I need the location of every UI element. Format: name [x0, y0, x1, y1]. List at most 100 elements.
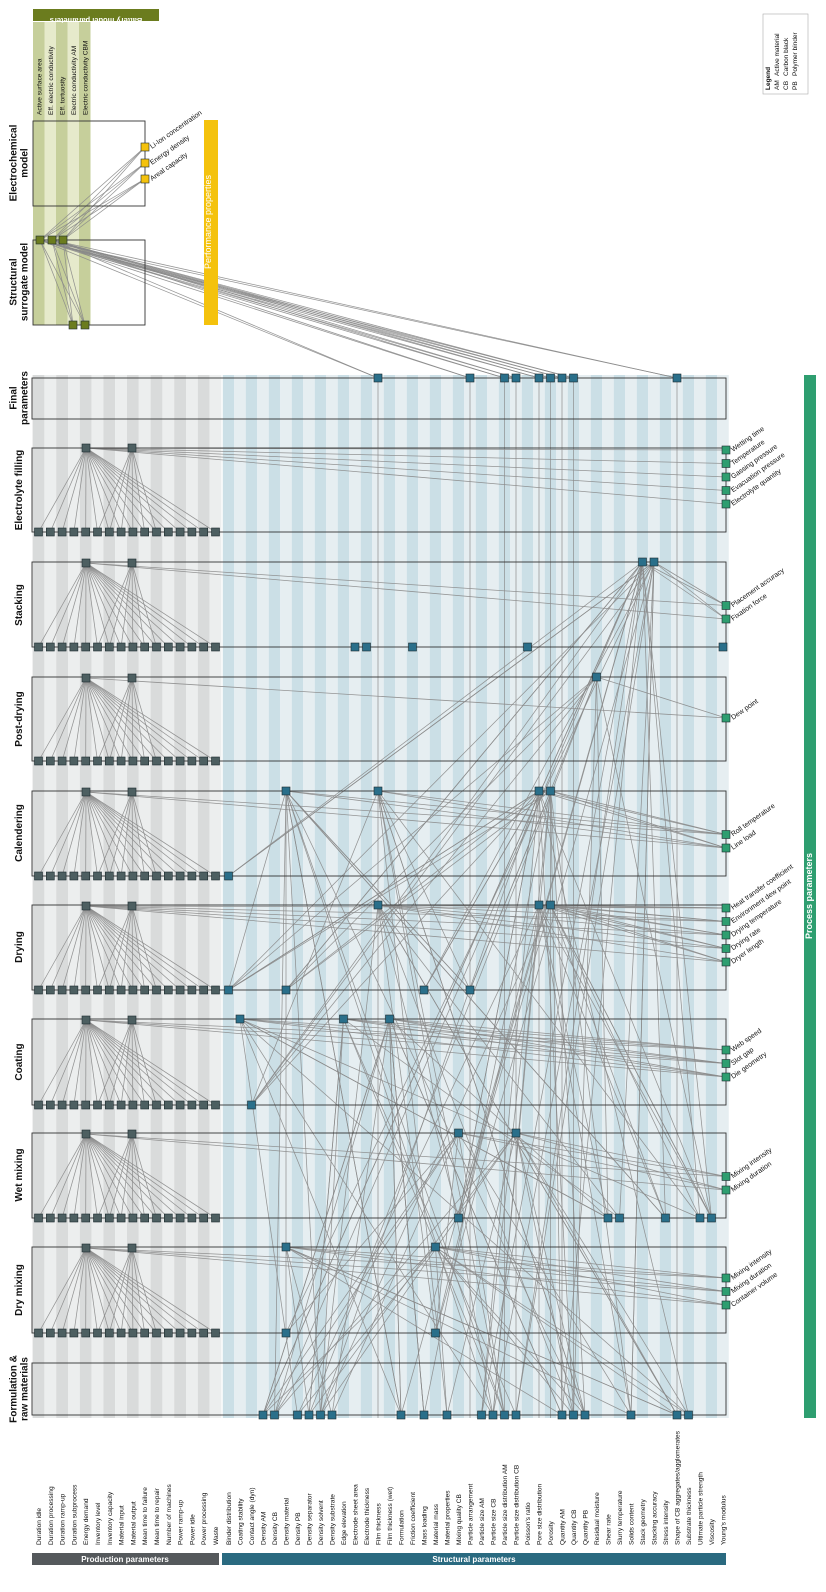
production-parameter-label: Waste — [213, 1526, 220, 1545]
production-node — [58, 1329, 66, 1337]
dependency-edge — [52, 240, 516, 378]
production-parameter-label: Material input — [119, 1505, 126, 1545]
structural-column-stripe — [257, 375, 269, 1418]
production-node — [58, 1101, 66, 1109]
production-node — [94, 986, 102, 994]
production-node — [105, 643, 113, 651]
process-step-label: parameters — [20, 371, 31, 425]
production-node — [129, 757, 137, 765]
production-node — [82, 528, 90, 536]
production-node — [105, 1101, 113, 1109]
structural-node — [501, 1411, 509, 1419]
production-node — [117, 528, 125, 536]
structural-parameter-label: Stacking accuracy — [652, 1491, 659, 1545]
production-node — [141, 1329, 149, 1337]
dependency-edge — [40, 240, 539, 378]
aggregate-node — [82, 1130, 90, 1138]
production-node — [117, 1329, 125, 1337]
production-node — [58, 643, 66, 651]
production-parameter-label: Material output — [130, 1501, 137, 1545]
structural-parameter-label: Electrode thickness — [364, 1487, 371, 1545]
production-node — [35, 757, 43, 765]
performance-node — [141, 143, 149, 151]
production-parameter-label: Duration processing — [48, 1486, 55, 1545]
structural-node — [535, 787, 543, 795]
process-parameter-node — [722, 1186, 730, 1194]
structural-column-stripe — [476, 375, 488, 1418]
structural-parameter-label: Particle size distribution CB — [514, 1464, 521, 1545]
production-node — [153, 1214, 161, 1222]
structural-column-stripe — [602, 375, 614, 1418]
final-parameter-node — [374, 374, 382, 382]
structural-node — [397, 1411, 405, 1419]
process-parameter-node — [722, 931, 730, 939]
production-node — [153, 1101, 161, 1109]
legend-text: Carbon black — [783, 37, 790, 76]
structural-parameter-label: Residual moisture — [594, 1492, 601, 1545]
production-node — [129, 1329, 137, 1337]
process-parameter-node — [722, 958, 730, 966]
structural-node — [259, 1411, 267, 1419]
structural-parameter-label: Substrate thickness — [686, 1487, 693, 1545]
production-parameter-label: Number of machines — [166, 1483, 173, 1545]
structural-node — [363, 643, 371, 651]
structural-header: Structural parameters — [432, 1555, 516, 1564]
production-node — [176, 986, 184, 994]
aggregate-node — [128, 444, 136, 452]
structural-node — [236, 1015, 244, 1023]
final-parameter-node — [673, 374, 681, 382]
structural-column-stripe — [706, 375, 718, 1418]
structural-parameter-label: Quantity PB — [583, 1509, 590, 1545]
production-node — [82, 1214, 90, 1222]
battery-parameter-label: Eff. electric conductivity — [48, 46, 55, 115]
structural-parameter-label: Mixing quality CB — [456, 1493, 463, 1545]
production-node — [117, 1214, 125, 1222]
structural-node — [708, 1214, 716, 1222]
production-node — [70, 872, 78, 880]
production-node — [58, 757, 66, 765]
production-parameter-label: Power idle — [189, 1514, 196, 1545]
structural-parameter-label: Binder distribution — [226, 1492, 233, 1545]
process-step-label: Electrolyte filling — [14, 450, 25, 531]
production-node — [35, 1214, 43, 1222]
structural-parameter-label: Slurry temperature — [617, 1490, 624, 1545]
structural-parameter-label: Material properties — [445, 1490, 452, 1545]
production-node — [129, 872, 137, 880]
structural-node — [604, 1214, 612, 1222]
legend-abbr: CB — [783, 81, 790, 90]
structural-node — [478, 1411, 486, 1419]
process-step-label: Post-drying — [14, 691, 25, 747]
production-node — [117, 872, 125, 880]
structural-parameter-label: Edge elevation — [341, 1501, 348, 1545]
structural-node — [639, 558, 647, 566]
dependency-edge — [40, 240, 551, 378]
legend-text: Polymer binder — [792, 31, 799, 76]
production-node — [117, 986, 125, 994]
battery-parameter-label: Eff. tortuosity — [60, 76, 67, 115]
production-node — [200, 757, 208, 765]
model-label: Structural — [9, 258, 20, 305]
production-node — [58, 1214, 66, 1222]
production-node — [188, 872, 196, 880]
production-node — [94, 1329, 102, 1337]
structural-parameter-label: Viscosity — [709, 1518, 716, 1545]
dependency-edge — [40, 240, 677, 378]
production-node — [129, 986, 137, 994]
structural-parameter-label: Material mass — [433, 1503, 440, 1545]
structural-node — [512, 1411, 520, 1419]
aggregate-node — [128, 559, 136, 567]
production-node — [70, 1101, 78, 1109]
process-parameter-node — [722, 1274, 730, 1282]
production-node — [212, 757, 220, 765]
production-node — [200, 986, 208, 994]
process-step-label: Drying — [14, 931, 25, 963]
production-node — [188, 757, 196, 765]
structural-parameter-label: Pore size distribution — [537, 1483, 544, 1545]
process-parameter-node — [722, 1301, 730, 1309]
structural-node — [547, 901, 555, 909]
production-node — [200, 1329, 208, 1337]
production-node — [164, 757, 172, 765]
production-parameter-label: Duration subprocess — [71, 1484, 78, 1545]
structural-node — [282, 1243, 290, 1251]
production-node — [105, 1214, 113, 1222]
